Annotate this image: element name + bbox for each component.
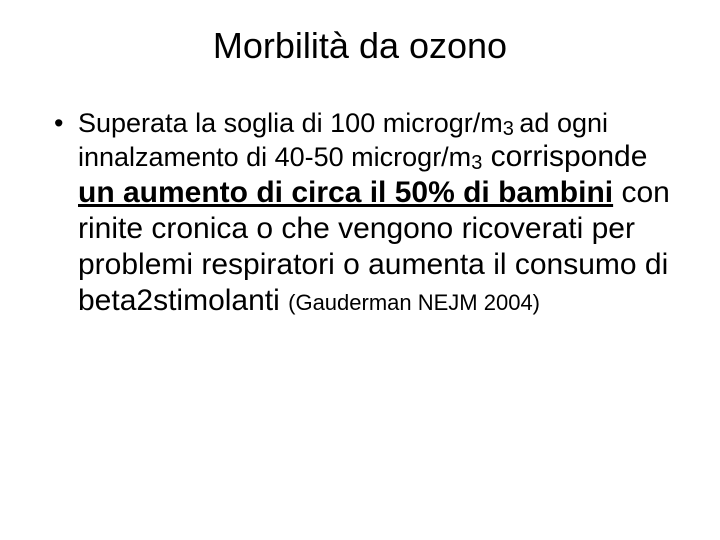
text-part3: corrisponde [482,140,647,173]
text-part1: Superata la soglia di 100 microgr/m [78,108,503,138]
subscript-1: 3 [503,118,520,140]
subscript-2: 3 [471,152,482,174]
text-reference: (Gauderman NEJM 2004) [288,290,540,315]
slide-title: Morbilità da ozono [40,25,680,67]
bullet-list: Superata la soglia di 100 microgr/m3 ad … [50,107,680,319]
bullet-item: Superata la soglia di 100 microgr/m3 ad … [50,107,680,319]
text-emphasis: un aumento di circa il 50% di bambini [78,176,613,209]
slide: Morbilità da ozono Superata la soglia di… [0,0,720,540]
